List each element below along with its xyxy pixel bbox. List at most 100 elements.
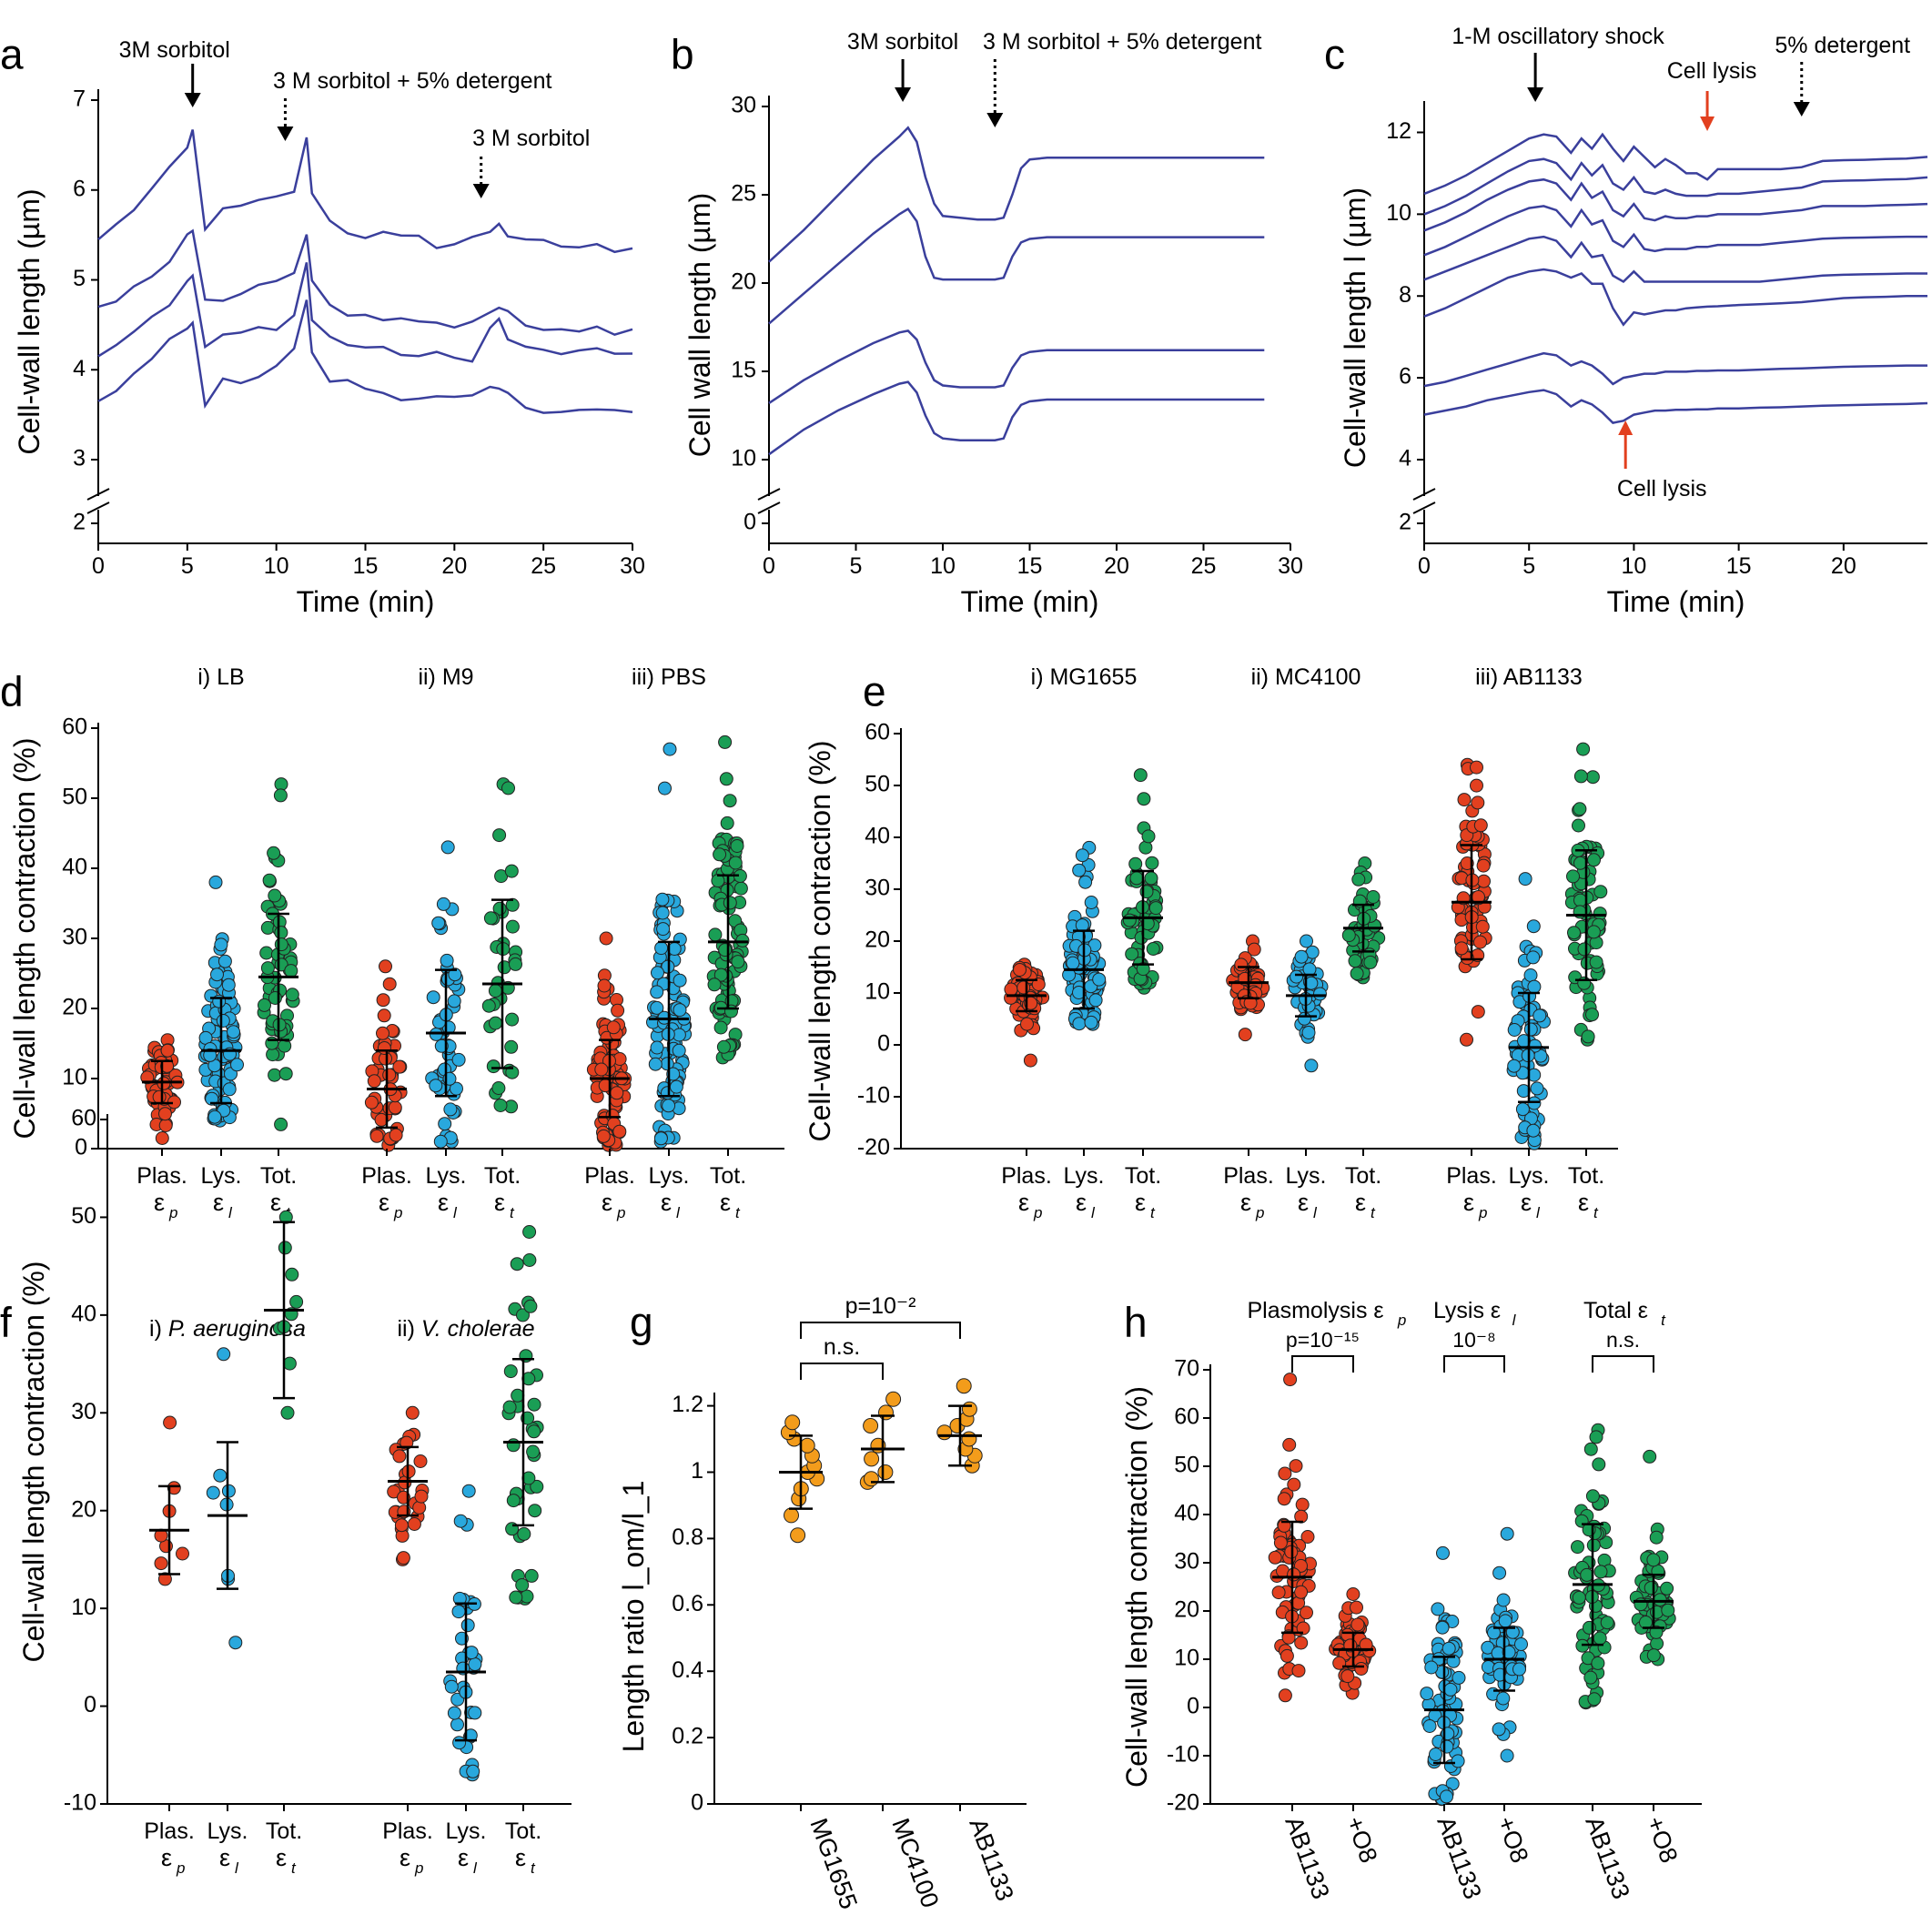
column-lys-point <box>450 1717 464 1732</box>
series-line-3 <box>768 329 1265 404</box>
column-lys-point <box>1516 1084 1531 1099</box>
column-plus-o8-point <box>1496 1593 1511 1607</box>
column-tot-point <box>1146 942 1160 956</box>
column-ab1133-point <box>1441 1641 1456 1656</box>
column-lys-point <box>210 968 224 982</box>
axis-break-mark <box>86 488 110 501</box>
column-tot-point <box>506 1494 521 1508</box>
epsilon-subscript: l <box>235 1859 239 1877</box>
annotation-label: 3 M sorbitol + 5% detergent <box>983 29 1261 55</box>
column-ab1133-point <box>1591 1656 1605 1670</box>
x-tick-label: 15 <box>1017 553 1043 579</box>
column-tot-point <box>1573 802 1587 816</box>
x-tick-label: 25 <box>531 553 556 579</box>
column-lys-point <box>1518 872 1532 887</box>
significance-bracket <box>1592 1355 1654 1373</box>
significance-label: p=10⁻² <box>845 1293 916 1319</box>
column-tot-point <box>728 856 743 870</box>
column-lys-point <box>208 875 223 889</box>
annotation-arrowhead <box>1527 87 1544 102</box>
column-ab1133-point <box>1294 1585 1309 1599</box>
panel-letter-h: h <box>1124 1299 1148 1346</box>
column-tot-point <box>1125 947 1139 961</box>
column-tot-point <box>708 927 723 942</box>
epsilon-symbol: ε <box>494 1189 505 1216</box>
category-label: Lys. <box>1509 1163 1550 1189</box>
column-tot-point <box>1577 942 1592 957</box>
category-label: Tot. <box>1125 1163 1161 1189</box>
panel-c: 2 4 6 8 10 12 0 5 10 15 20 Time (min) Cell-wall leng… <box>1339 24 1928 618</box>
y-tick-label: 2 <box>1399 510 1411 535</box>
y-tick-label: 0.4 <box>672 1657 703 1683</box>
column-plus-o8-point <box>1661 1603 1675 1617</box>
column-tot-point <box>1577 976 1592 990</box>
category-label: AB1133 <box>964 1815 1018 1905</box>
column-lys-point <box>440 840 455 855</box>
column-plas-point <box>596 1129 611 1143</box>
column-lys-point <box>464 1646 479 1660</box>
column-ab1133-point <box>1436 1545 1450 1560</box>
ratio-point <box>790 1527 806 1544</box>
epsilon-subscript: l <box>473 1859 478 1877</box>
category-label: AB1133 <box>1431 1813 1486 1903</box>
x-tick-label: 20 <box>1831 553 1856 579</box>
column-ab1133-point <box>1587 1692 1602 1707</box>
epsilon-subscript: t <box>1593 1204 1599 1221</box>
annotation-arrowhead <box>986 113 1004 127</box>
y-axis-label: Cell-wall length contraction (%) <box>1120 1386 1153 1788</box>
y-tick-label: 60 <box>1174 1404 1199 1430</box>
epsilon-symbol: ε <box>1135 1189 1146 1216</box>
x-tick-label: 15 <box>1726 553 1752 579</box>
column-plus-o8-point <box>1492 1565 1507 1580</box>
epsilon-symbol: ε <box>1521 1189 1532 1216</box>
column-tot-point <box>268 1068 282 1082</box>
column-ab1133-point <box>1422 1719 1437 1733</box>
column-ab1133-point <box>1452 1670 1466 1685</box>
x-tick-label: 15 <box>353 553 379 579</box>
y-tick-label: 2 <box>73 510 86 535</box>
column-tot-point <box>504 1039 519 1054</box>
column-lys-point <box>444 1679 459 1694</box>
column-plus-o8-point <box>1643 1449 1657 1464</box>
panel-letter-a: a <box>0 31 24 78</box>
column-ab1133-point <box>1571 1540 1584 1555</box>
epsilon-subscript: l <box>453 1204 458 1221</box>
column-tot-point <box>481 998 496 1013</box>
column-ab1133-point <box>1283 1373 1298 1387</box>
column-tot-point <box>503 1364 518 1379</box>
epsilon-subscript: p <box>1478 1204 1487 1221</box>
column-lys-point <box>460 1618 475 1633</box>
column-lys-point <box>203 1048 217 1062</box>
column-plus-o8-point <box>1346 1587 1360 1601</box>
column-lys-point <box>207 1109 222 1124</box>
column-ab1133-point <box>1273 1535 1288 1550</box>
category-label: +O8 <box>1492 1813 1533 1867</box>
column-lys-point <box>650 1000 664 1015</box>
panel-g: 0 0.2 0.4 0.6 0.8 1 1.2 Length ratio l_om/l_1 MG… <box>617 1293 1027 1912</box>
column-ab1133-point <box>1271 1586 1286 1600</box>
column-ab1133-point <box>1583 1442 1598 1456</box>
column-plas-point <box>1471 795 1485 810</box>
panel-f: -10 0 10 20 30 40 50 60 Cell-wall length contrac… <box>17 1106 572 1877</box>
column-lys-point <box>1526 950 1541 965</box>
column-lys-point <box>1072 863 1087 877</box>
column-plas-point <box>413 1454 428 1468</box>
series-line-4 <box>1423 205 1927 257</box>
column-ab1133-point <box>1281 1630 1296 1645</box>
column-tot-point <box>502 1400 517 1414</box>
column-plas-point <box>376 993 390 1008</box>
y-tick-label: 40 <box>1174 1501 1199 1526</box>
column-lys-point <box>453 1514 468 1528</box>
column-tot-point <box>506 1438 521 1453</box>
column-plas-point <box>1457 793 1472 807</box>
column-tot-point <box>285 988 299 1002</box>
column-tot-point <box>730 839 744 853</box>
y-axis-label: Cell-wall length contraction (%) <box>804 740 836 1141</box>
y-tick-label: 10 <box>1386 200 1411 226</box>
column-tot-point <box>719 772 733 786</box>
category-label: Lys. <box>649 1163 690 1189</box>
series-line-4 <box>97 299 633 414</box>
epsilon-symbol: ε <box>1076 1189 1087 1216</box>
group-title: iii) AB1133 <box>1475 664 1583 690</box>
